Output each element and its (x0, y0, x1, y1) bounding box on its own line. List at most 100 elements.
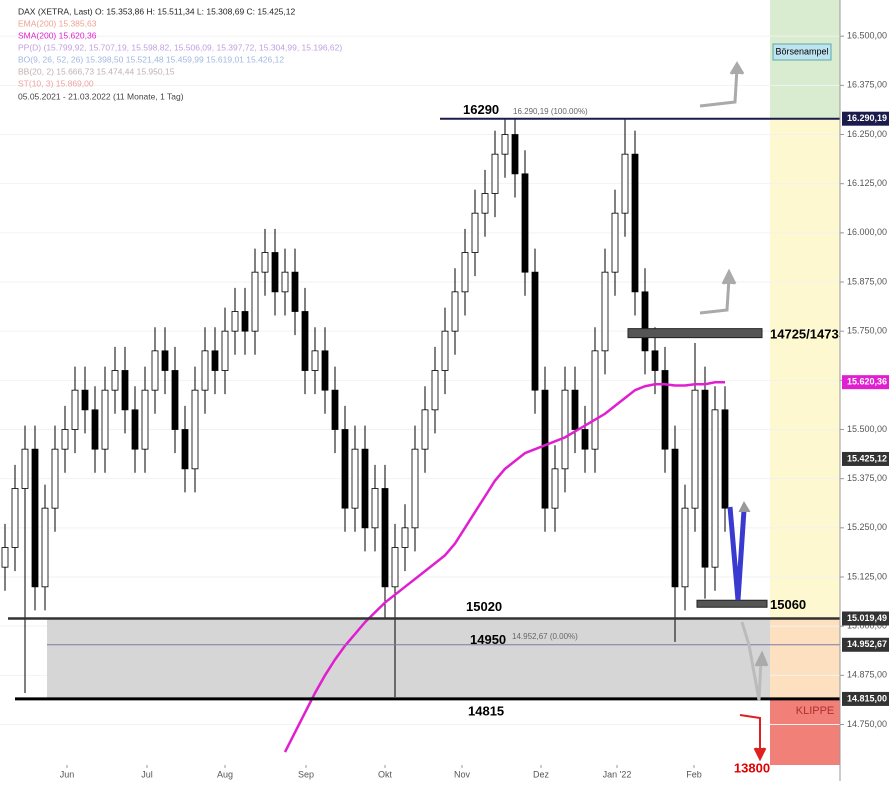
price-label: 15.620,36 (847, 377, 887, 387)
price-label: 15.019,49 (847, 613, 887, 623)
x-tick-label: Dez (533, 769, 550, 779)
candle-body (191, 389, 199, 470)
y-tick-label: 14.875,00 (847, 670, 887, 680)
legend-entry: SMA(200) 15.620,36 (18, 30, 97, 40)
y-tick-label: 15.000,00 (847, 621, 887, 631)
level-label: 14950 (470, 632, 506, 647)
candle-body (631, 153, 639, 293)
candle-body (411, 448, 419, 529)
level-box (627, 328, 763, 339)
candle-body (41, 507, 49, 588)
candle-body (561, 389, 569, 470)
candle-body (21, 448, 29, 489)
candle-body (161, 350, 169, 371)
candle-body (311, 350, 319, 371)
candle-body (661, 370, 669, 450)
candle-body (331, 389, 339, 430)
x-tick-label: Okt (378, 769, 393, 779)
candle-body (441, 330, 449, 371)
x-tick-label: Aug (217, 769, 233, 779)
candle-body (481, 193, 489, 214)
level-label: 16290 (463, 102, 499, 117)
candle-body (201, 350, 209, 391)
price-label-bg (842, 111, 889, 126)
candle-body (431, 370, 439, 411)
candle-body (121, 370, 129, 411)
candle-body (401, 527, 409, 548)
candle-body (81, 389, 89, 411)
x-tick-label: Jan '22 (603, 769, 632, 779)
candle-body (711, 409, 719, 568)
legend-entry: 05.05.2021 - 21.03.2022 (11 Monate, 1 Ta… (18, 91, 184, 101)
x-tick-label: Jul (141, 769, 153, 779)
candle-body (221, 330, 229, 371)
y-tick-label: 15.750,00 (847, 326, 887, 336)
candle-body (281, 271, 289, 293)
legend-entry: DAX (XETRA, Last) O: 15.353,86 H: 15.511… (18, 6, 295, 16)
candle-body (131, 409, 139, 450)
candle-body (71, 389, 79, 430)
candle-body (701, 389, 709, 568)
y-tick-label: 15.875,00 (847, 276, 887, 286)
candle-body (361, 448, 369, 529)
legend-entry: ST(10, 3) 15.869,00 (18, 78, 94, 88)
candle-body (651, 350, 659, 371)
candle-body (461, 252, 469, 293)
candle-body (251, 271, 259, 332)
candle-body (471, 212, 479, 253)
y-tick-label: 14.750,00 (847, 719, 887, 729)
candle-body (241, 311, 249, 332)
signal-zone (770, 698, 840, 765)
y-tick-label: 15.125,00 (847, 571, 887, 581)
candle-body (521, 173, 529, 273)
y-tick-label: 15.375,00 (847, 473, 887, 483)
price-label-bg (842, 637, 889, 652)
candle-body (451, 291, 459, 332)
level-box (696, 599, 768, 608)
y-tick-label: 16.500,00 (847, 31, 887, 41)
y-tick-label: 15.500,00 (847, 424, 887, 434)
candle-body (531, 271, 539, 391)
y-tick-label: 16.375,00 (847, 80, 887, 90)
candle-body (491, 153, 499, 194)
candle-body (141, 389, 149, 450)
candle-body (91, 409, 99, 450)
y-tick-label: 16.250,00 (847, 129, 887, 139)
candle-body (151, 350, 159, 391)
candle-body (621, 153, 629, 214)
candle-body (381, 488, 389, 588)
candle-body (171, 370, 179, 430)
candle-body (31, 448, 39, 588)
candle-body (371, 488, 379, 529)
candle-body (101, 389, 109, 450)
signal-zone (770, 118, 840, 619)
box-label: 15060 (770, 597, 806, 612)
price-label: 14.815,00 (847, 693, 887, 703)
candle-body (581, 429, 589, 450)
candle-body (681, 507, 689, 588)
price-label: 15.425,12 (847, 453, 887, 463)
sma-line (283, 381, 725, 753)
price-label-bg (842, 611, 889, 626)
annotation: Börsenampel (775, 46, 828, 56)
candle-body (301, 311, 309, 371)
candle-body (271, 252, 279, 293)
candle-body (591, 350, 599, 450)
x-tick-label: Feb (686, 769, 702, 779)
candle-body (261, 252, 269, 273)
x-tick-label: Jun (60, 769, 75, 779)
candle-body (11, 488, 19, 548)
candle-body (391, 547, 399, 588)
candle-body (571, 389, 579, 430)
candle-body (501, 134, 509, 155)
x-tick-label: Nov (454, 769, 471, 779)
level-note: 16.290,19 (100.00%) (513, 107, 588, 116)
badge (772, 43, 832, 61)
candle-body (61, 429, 69, 450)
candle-body (321, 350, 329, 391)
x-tick-label: Sep (298, 769, 314, 779)
candle-body (211, 350, 219, 371)
candle-body (721, 409, 729, 509)
support-zone (47, 618, 770, 699)
